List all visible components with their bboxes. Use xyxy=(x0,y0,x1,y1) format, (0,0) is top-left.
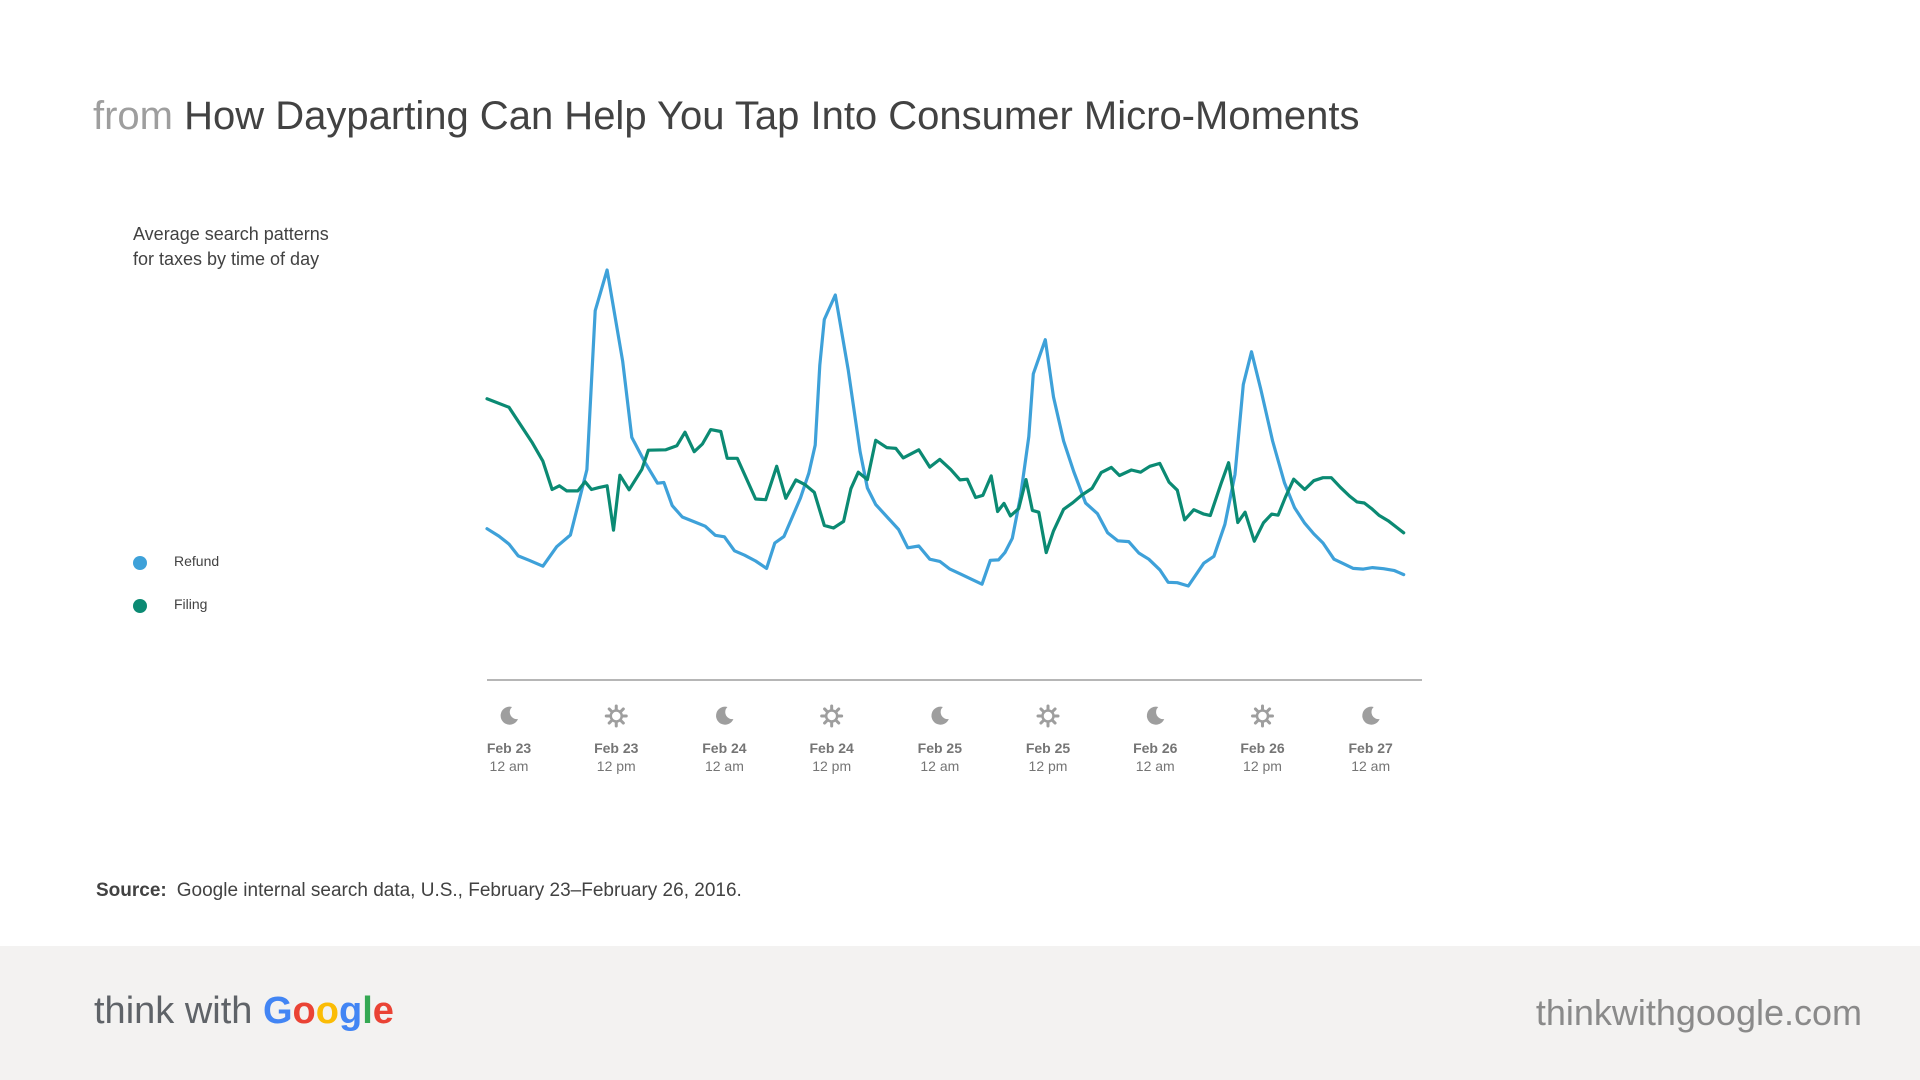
google-letter-0: G xyxy=(262,990,293,1032)
x-tick-date-label: Feb 25 xyxy=(1026,740,1071,756)
legend-dot-refund xyxy=(133,556,147,570)
x-tick-time-label: 12 am xyxy=(705,758,744,774)
google-letter-3: g xyxy=(338,990,363,1032)
legend-dot-filing xyxy=(133,599,147,613)
title-text: How Dayparting Can Help You Tap Into Con… xyxy=(184,94,1360,138)
x-tick-1: Feb 23 12 pm xyxy=(594,704,639,774)
x-tick-time-label: 12 am xyxy=(1136,758,1175,774)
chart-subtitle-line2: for taxes by time of day xyxy=(133,249,320,269)
x-tick-date-label: Feb 24 xyxy=(809,740,854,756)
x-tick-4: Feb 25 12 am xyxy=(918,706,963,774)
brand-think-with: think with xyxy=(94,990,253,1032)
x-tick-time-label: 12 pm xyxy=(812,758,851,774)
google-letter-2: o xyxy=(315,990,339,1032)
brand-logo: think with Google xyxy=(94,990,394,1033)
x-tick-time-label: 12 am xyxy=(1351,758,1390,774)
moon-icon xyxy=(931,706,949,725)
x-tick-8: Feb 27 12 am xyxy=(1348,706,1393,774)
legend-label-refund: Refund xyxy=(174,553,220,569)
sun-icon xyxy=(820,704,844,728)
title-prefix: from xyxy=(93,94,173,138)
google-letter-1: o xyxy=(292,990,316,1032)
x-tick-date-label: Feb 23 xyxy=(487,740,532,756)
x-tick-5: Feb 25 12 pm xyxy=(1026,704,1071,774)
series-line-filing xyxy=(485,397,1406,555)
source-note: Source: Google internal search data, U.S.… xyxy=(96,880,742,902)
x-tick-time-label: 12 pm xyxy=(597,758,636,774)
x-tick-date-label: Feb 26 xyxy=(1240,740,1285,756)
moon-icon xyxy=(1362,706,1380,725)
source-label: Source: xyxy=(96,880,167,901)
sun-icon xyxy=(1251,704,1274,728)
x-tick-3: Feb 24 12 pm xyxy=(809,704,854,774)
series-line-refund xyxy=(485,268,1406,588)
sun-icon xyxy=(1036,704,1060,728)
moon-icon xyxy=(716,706,734,725)
moon-icon xyxy=(1146,706,1165,725)
x-tick-date-label: Feb 26 xyxy=(1133,740,1178,756)
x-tick-time-label: 12 am xyxy=(490,758,529,774)
footer-url: thinkwithgoogle.com xyxy=(1535,992,1862,1033)
x-tick-date-label: Feb 23 xyxy=(594,740,639,756)
x-tick-date-label: Feb 24 xyxy=(702,740,747,756)
chart-subtitle: Average search patterns for taxes by tim… xyxy=(133,222,393,272)
google-letter-5: e xyxy=(372,990,394,1032)
x-tick-date-label: Feb 27 xyxy=(1348,740,1393,756)
sun-icon xyxy=(604,704,628,728)
google-letter-4: l xyxy=(362,990,373,1032)
brand-google-wordmark: Google xyxy=(263,990,394,1032)
page-title: from How Dayparting Can Help You Tap Int… xyxy=(93,90,1360,142)
x-tick-7: Feb 26 12 pm xyxy=(1240,704,1285,774)
footer-bar: think with Google thinkwithgoogle.com xyxy=(0,946,1920,1080)
source-text: Google internal search data, U.S., Febru… xyxy=(176,880,742,901)
x-tick-time-label: 12 pm xyxy=(1243,758,1282,774)
x-tick-6: Feb 26 12 am xyxy=(1133,706,1178,774)
x-tick-time-label: 12 pm xyxy=(1029,758,1068,774)
chart-subtitle-line1: Average search patterns xyxy=(133,224,329,244)
moon-icon xyxy=(500,706,518,725)
x-tick-0: Feb 23 12 am xyxy=(487,706,532,774)
x-tick-date-label: Feb 25 xyxy=(918,740,963,756)
x-tick-2: Feb 24 12 am xyxy=(702,706,747,774)
legend-label-filing: Filing xyxy=(174,596,208,612)
x-tick-time-label: 12 am xyxy=(920,758,959,774)
line-chart: Feb 23 12 am Feb 23 12 pm Feb 24 12 am Feb 24 1… xyxy=(485,268,1422,774)
